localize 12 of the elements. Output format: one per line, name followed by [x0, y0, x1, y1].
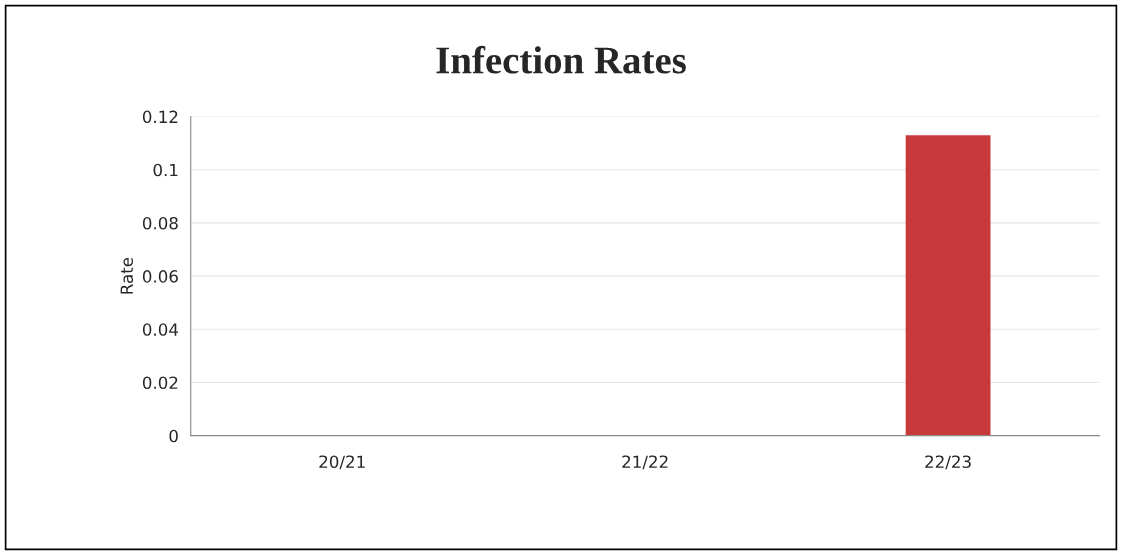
y-tick-label: 0.04: [142, 323, 178, 336]
x-tick-label: 22/23: [925, 455, 971, 470]
y-tick-label: 0.06: [142, 270, 178, 283]
x-tick-label: 21/22: [622, 455, 668, 470]
y-tick-label: 0.12: [142, 110, 178, 124]
y-axis-title: Rate: [120, 257, 134, 294]
y-tick-label: 0.1: [153, 163, 178, 177]
y-tick-label: 0.02: [142, 376, 178, 390]
y-tick-label: 0: [169, 429, 178, 443]
y-tick-label: 0.08: [142, 216, 178, 230]
chart-title: Infection Rates: [436, 45, 686, 74]
x-tick-label: 20/21: [319, 455, 365, 470]
